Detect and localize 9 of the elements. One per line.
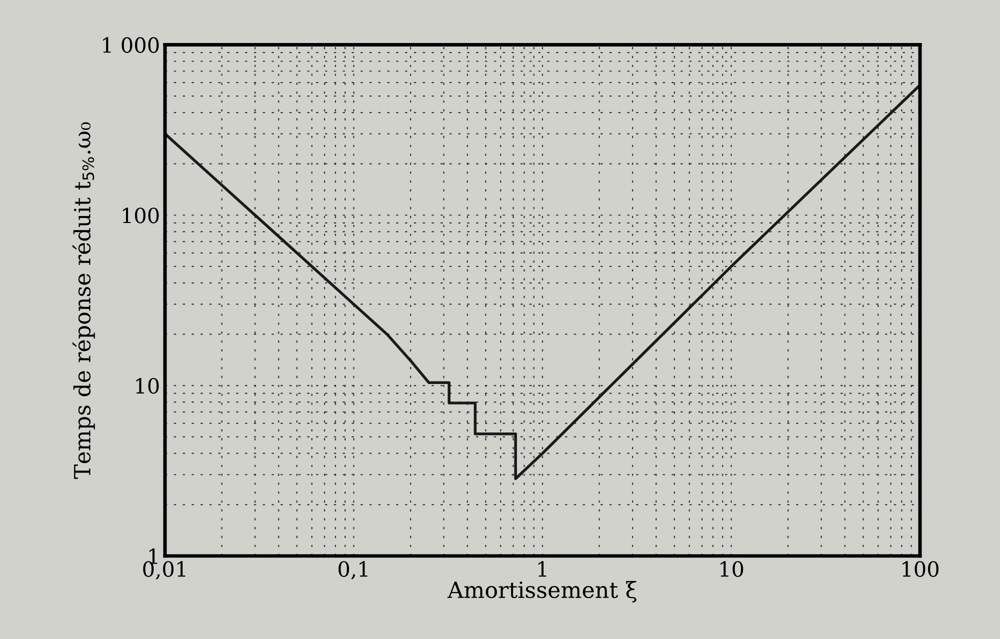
x-tick-label: 10: [720, 561, 744, 577]
y-axis-title: Temps de réponse réduit t$_{5%}$.ω₀: [72, 122, 95, 479]
x-tick-label: 100: [902, 561, 938, 577]
y-tick-label: 1 000: [103, 37, 159, 53]
x-tick-label: 1: [538, 561, 546, 577]
x-tick-label: 0,1: [338, 561, 368, 580]
y-tick-label: 10: [136, 378, 159, 394]
y-tick-label: 100: [122, 208, 159, 224]
x-axis-title: Amortissement ξ: [447, 580, 636, 602]
